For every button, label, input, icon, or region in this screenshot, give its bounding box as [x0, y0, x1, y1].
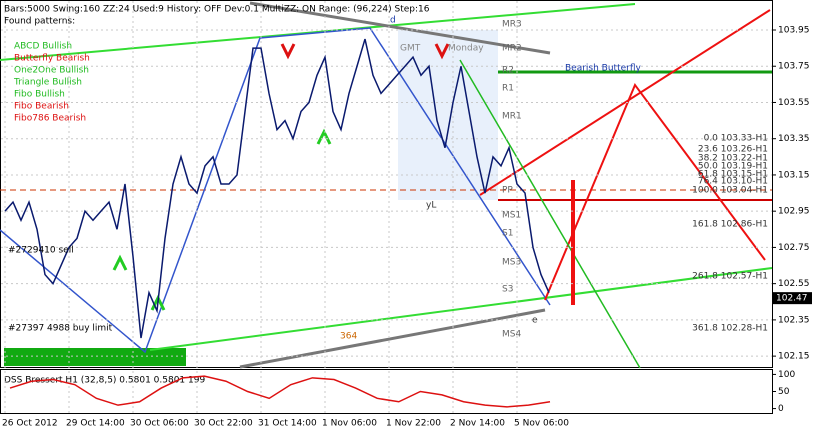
y-tick-label: 103.95	[778, 25, 810, 35]
y-tick-label: 103.35	[778, 134, 810, 144]
x-tick-label: 31 Oct 14:00	[258, 419, 317, 429]
trendline	[479, 9, 771, 196]
x-tick-label: 30 Oct 22:00	[194, 419, 253, 429]
arrow	[280, 43, 450, 60]
zone	[398, 30, 498, 200]
fibo-label: 0.0 103.33-H1	[704, 134, 768, 144]
annotation: Monday	[448, 44, 484, 54]
header: Bars:5000 Swing:160 ZZ:24 Used:9 History…	[4, 5, 430, 15]
level-label: MR2	[502, 44, 522, 54]
x-tick-label: 29 Oct 14:00	[66, 419, 125, 429]
annotation: #27397 4988 buy limit	[8, 324, 113, 334]
annotation: #2729410 sell	[8, 246, 74, 256]
pattern: Fibo Bullish	[14, 90, 65, 100]
zigzag	[0, 27, 551, 354]
trendline	[249, 1, 551, 55]
annotation: GMT	[400, 44, 421, 54]
y-tick-label: 100	[778, 370, 795, 380]
y-tick-label: 103.55	[778, 98, 810, 108]
level-label: MS1	[502, 211, 521, 221]
trendline	[149, 267, 773, 351]
annotation: d	[390, 16, 396, 26]
pattern: Fibo Bearish	[14, 102, 69, 112]
level-label: PP	[502, 186, 513, 196]
patterns-title: Found patterns:	[4, 17, 75, 27]
price-panel	[0, 0, 773, 368]
indicator-title: DSS Bressert H1 (32,8,5) 0.5801 0.5801 1…	[4, 376, 205, 386]
zone	[4, 348, 186, 366]
drawings	[0, 1, 773, 369]
level-label: MS4	[502, 330, 521, 340]
pattern: Triangle Bullish	[13, 78, 82, 88]
x-tick-label: 1 Nov 06:00	[322, 419, 377, 429]
level-label: MR3	[502, 20, 522, 30]
pattern: Fibo786 Bearish	[14, 114, 86, 124]
level-label: S1	[502, 229, 513, 239]
fibo-label: 76.4 103.10-H1	[698, 177, 768, 187]
level-label: R2	[502, 66, 514, 76]
fibo-label: 100.0 103.04-H1	[692, 186, 768, 196]
fibo-label: 361.8 102.28-H1	[692, 324, 768, 334]
level-label: MS3	[502, 258, 521, 268]
y-tick-label: 102.15	[778, 352, 810, 362]
y-tick-label: 102.35	[778, 315, 810, 325]
level-label: MR1	[502, 112, 522, 122]
trendline	[459, 59, 641, 369]
x-tick-label: 5 Nov 06:00	[514, 419, 569, 429]
pattern: One2One Bullish	[14, 66, 89, 76]
fibo-label: 261.8 102.57-H1	[692, 272, 768, 282]
annotation: 364	[340, 332, 357, 342]
y-tick-label: 102.55	[778, 279, 810, 289]
fibo-label: 23.6 103.26-H1	[698, 145, 768, 155]
trendline	[0, 3, 636, 61]
x-tick-label: 26 Oct 2012	[2, 419, 58, 429]
y-tick-label: 102.95	[778, 207, 810, 217]
y-tick-label: 103.75	[778, 62, 810, 72]
fibo-label: 161.8 102.86-H1	[692, 220, 768, 230]
annotation: e	[532, 316, 538, 326]
y-tick-label: 50	[778, 387, 790, 397]
y-tick-label: 0	[778, 404, 784, 414]
x-tick-label: 2 Nov 14:00	[450, 419, 505, 429]
price-line	[4, 38, 550, 339]
pattern: Butterfly Bearish	[14, 54, 90, 64]
pattern: ABCD Bullish	[14, 42, 72, 52]
y-tick-label: 102.75	[778, 243, 810, 253]
x-tick-label: 1 Nov 22:00	[386, 419, 441, 429]
annotation: Bearish Butterfly	[565, 64, 642, 74]
price-line	[9, 375, 551, 408]
fibo-label: 38.2 103.22-H1	[698, 154, 768, 164]
y-tick-label: 103.15	[778, 170, 810, 180]
level-label: S3	[502, 285, 513, 295]
trendline	[239, 308, 546, 369]
level-label: R1	[502, 84, 514, 94]
fibo-label: 61.8 103.15-H1	[698, 170, 768, 180]
annotation: yL	[426, 201, 436, 211]
price-badge	[772, 292, 812, 305]
fibo-label: 50.0 103.19-H1	[698, 162, 768, 172]
price-badge-label: 102.47	[776, 294, 808, 304]
x-tick-label: 30 Oct 06:00	[130, 419, 189, 429]
